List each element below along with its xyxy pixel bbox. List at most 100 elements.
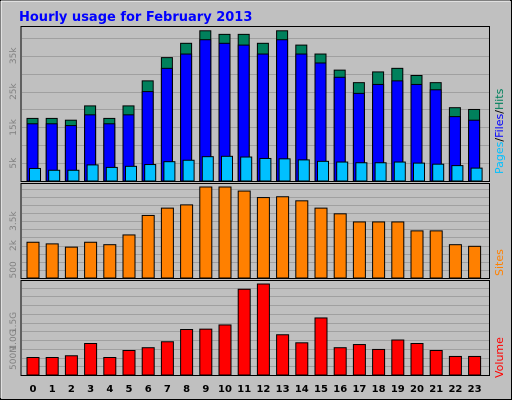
bar-pages [144, 164, 157, 182]
bar-pages [451, 165, 464, 182]
legend-sep-2: / [493, 110, 506, 114]
x-tick-label: 22 [448, 384, 462, 395]
bar-sites [199, 186, 213, 279]
bar-volume [448, 355, 462, 376]
bar-volume [103, 357, 117, 376]
legend-pages: Pages [493, 141, 506, 174]
x-tick-label: 21 [429, 384, 443, 395]
x-tick-label: 3 [87, 384, 94, 395]
bar-sites [372, 221, 386, 279]
legend-files: Files [493, 113, 506, 137]
bar-volume [122, 350, 136, 376]
bar-volume [141, 347, 155, 376]
y-tick-label-top: 5k [9, 157, 19, 169]
bar-sites [218, 186, 232, 279]
bar-pages [182, 159, 195, 182]
bars [26, 30, 483, 376]
bar-pages [317, 160, 329, 182]
y-tick-label-middle: 500 [9, 261, 19, 278]
bar-volume [429, 350, 443, 376]
bar-sites [276, 196, 290, 279]
bar-pages [259, 157, 272, 182]
bar-pages [201, 156, 214, 182]
bar-pages [105, 166, 118, 182]
bar-sites [468, 245, 482, 279]
bar-sites [333, 213, 347, 279]
bar-volume [237, 288, 251, 376]
y-tick-label-bottom: 500M [9, 345, 19, 370]
grid-lines [22, 38, 489, 367]
legend-sep-1: / [493, 138, 506, 142]
bar-volume [391, 339, 405, 376]
bar-sites [410, 230, 424, 279]
bar-sites [237, 190, 251, 279]
x-tick-label: 17 [352, 384, 366, 395]
bar-sites [448, 244, 462, 279]
legend-sites: Sites [493, 249, 506, 276]
y-tick-label-top: 15k [9, 118, 19, 135]
x-tick-label: 9 [202, 384, 209, 395]
y-tick-label-top: 25k [9, 82, 19, 99]
bar-pages [413, 162, 425, 182]
legend-top: Pages/Files/Hits [493, 88, 506, 174]
x-tick-label: 2 [68, 384, 75, 395]
x-tick-label: 10 [218, 384, 232, 395]
x-tick-label: 23 [468, 384, 482, 395]
x-tick-label: 20 [410, 384, 424, 395]
bar-volume [45, 357, 59, 376]
x-tick-label: 4 [106, 384, 113, 395]
bar-volume [410, 343, 424, 376]
bar-pages [125, 165, 137, 182]
bar-pages [355, 162, 368, 182]
x-tick-label: 14 [295, 384, 309, 395]
bar-sites [45, 243, 59, 279]
bar-pages [393, 161, 406, 182]
bar-sites [122, 234, 136, 279]
bar-volume [160, 341, 174, 376]
bar-pages [86, 164, 99, 182]
x-tick-label: 1 [49, 384, 56, 395]
bar-volume [352, 344, 366, 376]
bar-volume [276, 334, 290, 376]
bar-sites [391, 221, 405, 279]
bar-pages [336, 161, 349, 182]
bar-sites [295, 200, 309, 279]
y-tick-label-bottom: 1.0G [9, 329, 19, 350]
x-tick-label: 11 [237, 384, 251, 395]
bar-sites [429, 230, 443, 279]
bar-sites [141, 214, 155, 279]
bar-pages [48, 169, 61, 182]
bar-volume [256, 283, 270, 376]
y-tick-label-middle: 2k [9, 239, 19, 251]
bar-sites [160, 207, 174, 279]
x-tick-label: 18 [372, 384, 386, 395]
x-tick-label: 5 [126, 384, 133, 395]
bar-sites [314, 207, 328, 279]
bar-volume [64, 355, 78, 376]
x-tick-label: 6 [145, 384, 152, 395]
bar-pages [221, 155, 233, 182]
x-tick-label: 19 [391, 384, 405, 395]
bar-sites [180, 204, 194, 279]
x-tick-label: 15 [314, 384, 328, 395]
x-tick-label: 0 [30, 384, 37, 395]
bar-sites [352, 221, 366, 279]
y-tick-label-bottom: 1.5G [9, 312, 19, 333]
chart-title: Hourly usage for February 2013 [19, 10, 252, 25]
x-tick-label: 13 [276, 384, 290, 395]
bar-sites [256, 197, 270, 279]
bar-volume [218, 324, 232, 376]
bar-sites [26, 241, 40, 279]
bar-volume [314, 317, 328, 376]
bar-sites [103, 244, 117, 279]
bar-volume [372, 348, 386, 376]
y-tick-label-top: 35k [9, 47, 19, 64]
legend-hits: Hits [493, 88, 506, 110]
bar-volume [199, 328, 213, 376]
bar-pages [374, 162, 387, 182]
bar-pages [240, 156, 253, 182]
x-tick-label: 16 [333, 384, 347, 395]
bar-volume [26, 357, 40, 376]
